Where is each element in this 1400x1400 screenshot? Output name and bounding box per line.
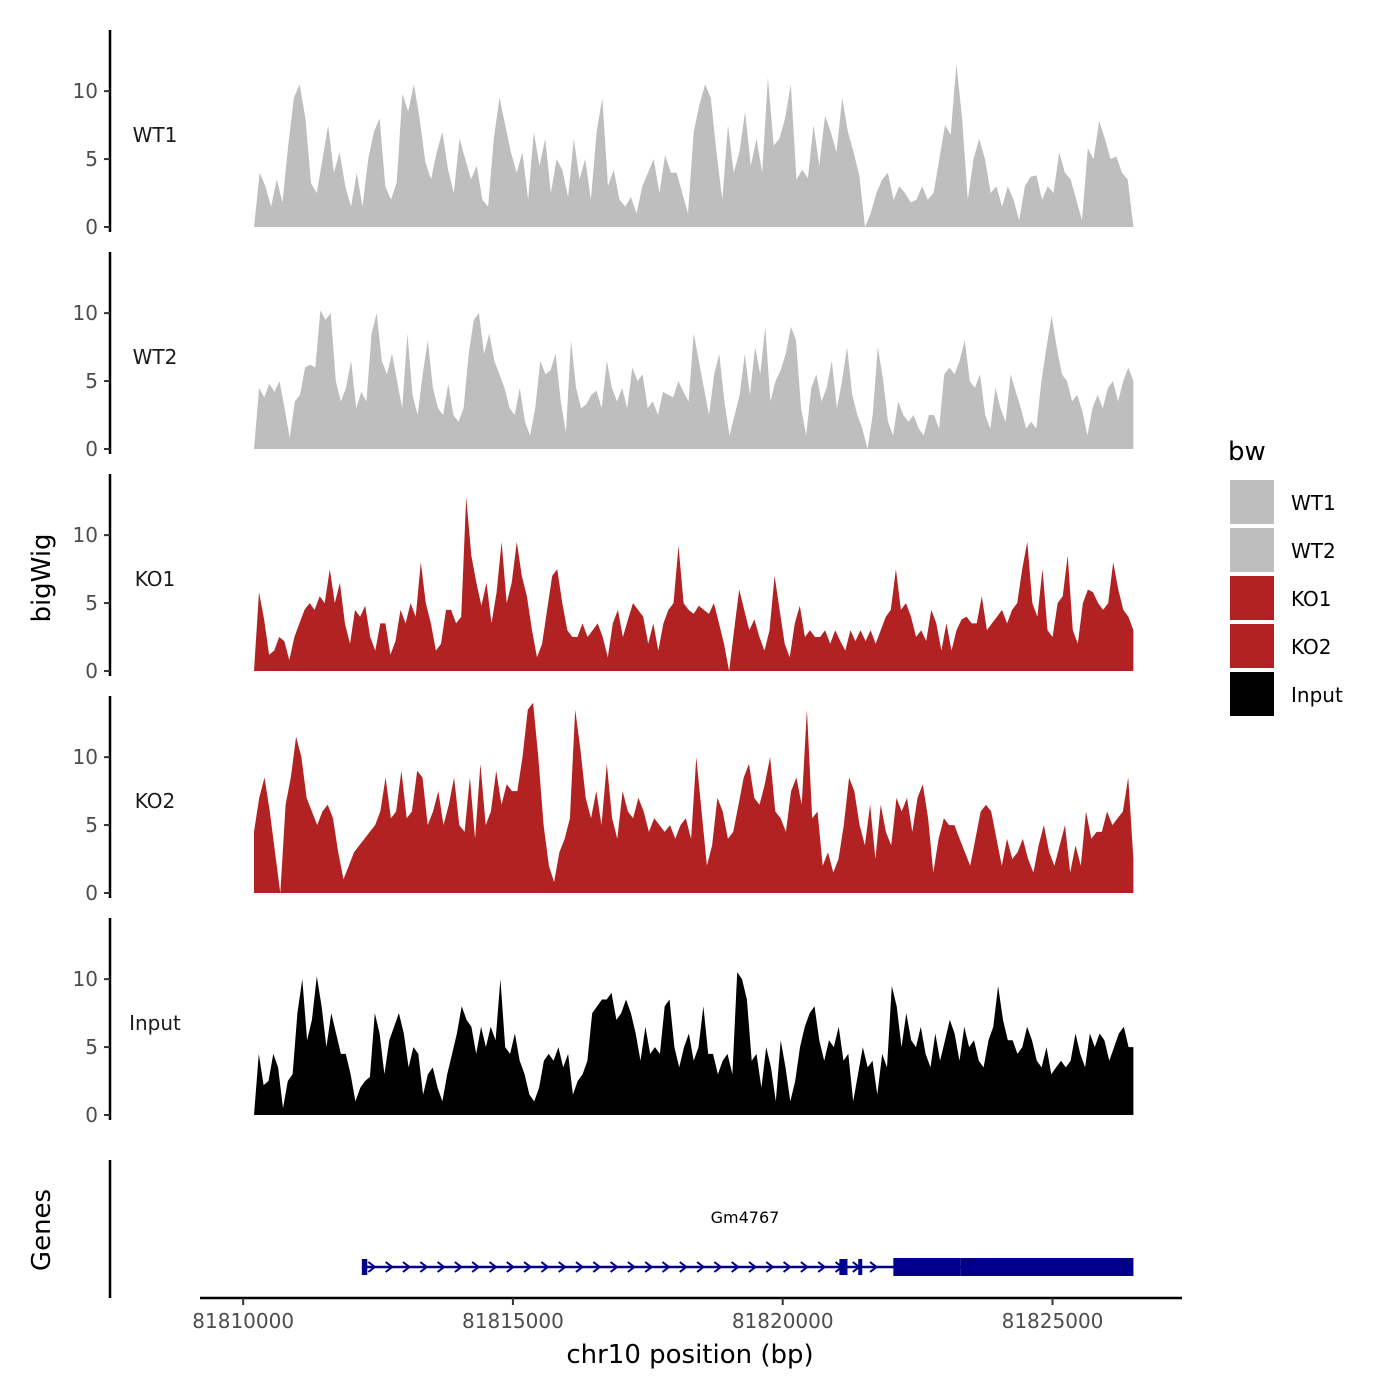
- legend-key-ko2: [1230, 624, 1274, 668]
- strand-arrow: [575, 1261, 585, 1273]
- y-tick-label: 0: [85, 215, 98, 239]
- gene-exon: [858, 1259, 863, 1275]
- strand-arrow: [402, 1261, 412, 1273]
- gene-exon: [960, 1258, 1134, 1276]
- x-axis: 81810000 81815000 81820000 81825000: [192, 1296, 1182, 1333]
- x-tick-label: 81810000: [192, 1309, 294, 1333]
- y-tick-label: 5: [85, 369, 98, 393]
- area-wt1: [254, 64, 1134, 227]
- strand-arrow: [869, 1261, 879, 1273]
- strand-arrow: [454, 1261, 464, 1273]
- strand-arrow: [661, 1261, 671, 1273]
- track-ko1: 0 5 10 KO1: [73, 474, 1134, 683]
- strand-arrow: [748, 1261, 758, 1273]
- area-wt2: [254, 310, 1134, 449]
- legend-label-input: Input: [1291, 683, 1343, 707]
- track-label-wt1: WT1: [133, 123, 178, 147]
- track-label-input: Input: [129, 1011, 181, 1035]
- strand-arrow: [523, 1261, 533, 1273]
- strand-arrow: [385, 1261, 394, 1273]
- gene-exon: [839, 1259, 848, 1275]
- strand-arrow: [367, 1261, 377, 1273]
- y-tick-label: 10: [73, 967, 98, 991]
- strand-arrow: [782, 1261, 792, 1273]
- track-label-wt2: WT2: [133, 345, 178, 369]
- track-ko2: 0 5 10 KO2: [73, 696, 1134, 905]
- y-tick-label: 10: [73, 301, 98, 325]
- y-tick-label: 0: [85, 1103, 98, 1127]
- legend-key-input: [1230, 672, 1274, 716]
- legend-label-wt2: WT2: [1291, 539, 1336, 563]
- strand-arrow: [731, 1261, 740, 1273]
- strand-arrow: [644, 1261, 654, 1273]
- track-input: 0 5 10 Input: [73, 918, 1134, 1127]
- strand-arrow: [817, 1261, 827, 1273]
- y-tick-label: 10: [73, 523, 98, 547]
- x-tick-label: 81820000: [732, 1309, 834, 1333]
- y-tick-label: 5: [85, 813, 98, 837]
- area-ko1: [254, 497, 1134, 671]
- legend-label-wt1: WT1: [1291, 491, 1336, 515]
- legend-label-ko1: KO1: [1291, 587, 1332, 611]
- legend-key-ko1: [1230, 576, 1274, 620]
- y-tick-label: 0: [85, 881, 98, 905]
- y-tick-label: 0: [85, 659, 98, 683]
- strand-arrow: [609, 1261, 619, 1273]
- track-panels: 0 5 10 WT1 0 5 10 WT2 0 5 10 KO1 0 5 10 KO2 0 5 10 Input: [73, 30, 1134, 1127]
- area-ko2: [254, 702, 1134, 893]
- strand-arrows: [367, 1261, 879, 1273]
- y-tick-label: 5: [85, 591, 98, 615]
- x-tick-label: 81825000: [1002, 1309, 1104, 1333]
- track-label-ko1: KO1: [135, 567, 176, 591]
- gene-exon: [361, 1259, 368, 1275]
- legend-label-ko2: KO2: [1291, 635, 1332, 659]
- strand-arrow: [540, 1261, 550, 1273]
- y-tick-label: 0: [85, 437, 98, 461]
- strand-arrow: [800, 1261, 810, 1273]
- strand-arrow: [488, 1261, 498, 1273]
- strand-arrow: [696, 1261, 706, 1273]
- strand-arrow: [419, 1261, 429, 1273]
- gene-track-panel: Gm4767: [108, 1160, 1134, 1298]
- strand-arrow: [471, 1261, 481, 1273]
- strand-arrow: [592, 1261, 602, 1273]
- strand-arrow: [765, 1261, 775, 1273]
- legend-key-wt1: [1230, 480, 1274, 524]
- strand-arrow: [506, 1261, 515, 1273]
- y-tick-label: 5: [85, 1035, 98, 1059]
- gene-label: Gm4767: [711, 1208, 780, 1227]
- track-wt1: 0 5 10 WT1: [73, 30, 1134, 239]
- track-label-ko2: KO2: [135, 789, 176, 813]
- area-input: [254, 972, 1134, 1115]
- gene-track-title: Genes: [27, 1189, 57, 1271]
- strand-arrow: [627, 1261, 637, 1273]
- strand-arrow: [558, 1261, 567, 1273]
- y-tick-label: 10: [73, 79, 98, 103]
- gene-exon: [893, 1258, 961, 1276]
- strand-arrow: [436, 1261, 446, 1273]
- x-tick-label: 81815000: [462, 1309, 564, 1333]
- x-axis-title: chr10 position (bp): [566, 1340, 813, 1370]
- y-axis-title: bigWig: [27, 533, 57, 622]
- legend: bw WT1 WT2 KO1 KO2 Input: [1228, 437, 1343, 716]
- y-tick-label: 10: [73, 745, 98, 769]
- strand-arrow: [713, 1261, 723, 1273]
- track-wt2: 0 5 10 WT2: [73, 252, 1134, 461]
- legend-key-wt2: [1230, 528, 1274, 572]
- legend-title: bw: [1228, 437, 1266, 467]
- strand-arrow: [679, 1261, 688, 1273]
- y-tick-label: 5: [85, 147, 98, 171]
